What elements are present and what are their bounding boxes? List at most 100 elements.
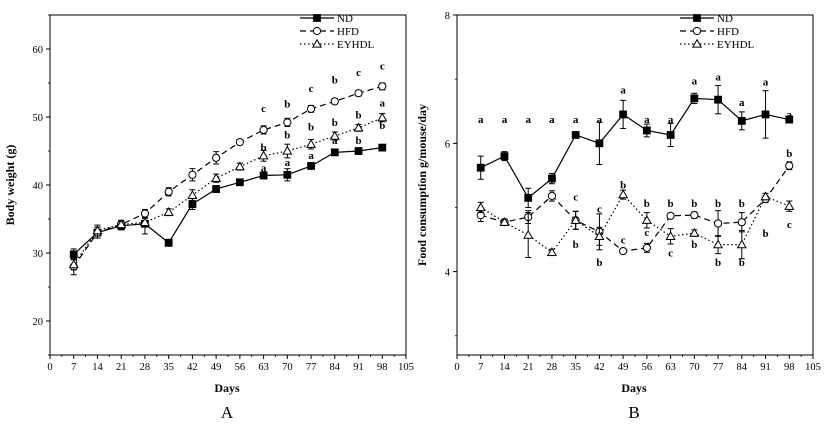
data-point — [594, 231, 605, 240]
data-point — [571, 131, 580, 139]
x-tick-label: 7 — [478, 362, 483, 373]
plot-frame — [456, 14, 814, 356]
data-point — [329, 130, 340, 140]
series-nd — [69, 143, 387, 261]
data-point — [311, 38, 323, 48]
x-axis-title: Days — [621, 381, 647, 395]
x-tick-label: 63 — [258, 362, 269, 373]
significance-label: a — [644, 114, 650, 126]
panel-label: A — [221, 403, 234, 422]
y-tick-label: 50 — [33, 113, 44, 124]
x-tick-label: 42 — [187, 362, 198, 373]
significance-label: a — [502, 114, 508, 126]
significance-label: a — [573, 114, 579, 126]
data-point — [235, 178, 244, 187]
data-point — [642, 126, 651, 135]
significance-label: b — [261, 142, 267, 154]
significance-label: c — [380, 60, 385, 72]
x-tick-label: 84 — [737, 362, 748, 373]
x-tick-label: 63 — [665, 362, 676, 373]
significance-label: a — [692, 75, 698, 87]
data-point — [619, 246, 628, 256]
data-point — [666, 131, 675, 139]
x-tick-label: 105 — [398, 362, 414, 373]
significance-label: a — [739, 97, 745, 109]
significance-label: a — [597, 114, 603, 126]
significance-label: b — [284, 98, 290, 110]
significance-label: b — [739, 198, 745, 210]
panel-label: B — [628, 403, 639, 422]
data-point — [499, 216, 510, 226]
data-point — [641, 215, 652, 224]
data-point — [619, 110, 628, 119]
significance-label: c — [787, 219, 792, 231]
data-point — [283, 118, 292, 127]
data-point — [188, 200, 197, 208]
data-point — [642, 243, 651, 252]
significance-label: b — [332, 117, 338, 129]
data-point — [690, 211, 699, 220]
data-point — [259, 171, 268, 180]
data-point — [737, 218, 746, 227]
y-axis-title: Food consumption g/mouse/day — [415, 104, 429, 266]
data-point — [714, 95, 722, 104]
significance-label: a — [787, 109, 793, 121]
data-point — [760, 191, 771, 201]
series-line — [73, 117, 383, 265]
data-point — [476, 163, 485, 172]
x-axis-title: Days — [214, 381, 240, 395]
data-point — [116, 219, 127, 229]
significance-label: b — [573, 239, 579, 251]
significance-label: b — [308, 122, 314, 134]
data-point — [689, 227, 700, 237]
significance-label: b — [332, 75, 338, 87]
data-point — [92, 225, 103, 235]
data-point — [313, 14, 321, 22]
data-point — [188, 170, 197, 179]
significance-label: b — [379, 120, 385, 132]
food-consumption-chart: 0 7 14 21 28 35 42 49 56 63 70 77 84 91 98 105 4 6 8 a a a a… — [415, 11, 821, 422]
x-tick-label: 28 — [140, 362, 151, 373]
x-tick-label: 21 — [116, 362, 127, 373]
x-tick-label: 28 — [547, 362, 558, 373]
significance-label: c — [356, 67, 361, 79]
x-tick-label: 98 — [377, 362, 388, 373]
series-nd — [476, 85, 794, 208]
data-point — [307, 162, 315, 170]
data-point — [212, 185, 221, 193]
y-tick-label: 8 — [445, 11, 450, 22]
x-tick-label: 14 — [92, 362, 103, 373]
significance-label: b — [284, 130, 290, 142]
series-eyhdl — [475, 189, 795, 260]
x-tick-label: 91 — [353, 362, 364, 373]
data-point — [354, 147, 363, 155]
data-point — [353, 122, 364, 132]
significance-label: a — [332, 135, 338, 147]
data-point — [354, 89, 363, 98]
legend-label: ND — [337, 13, 353, 25]
data-point — [378, 143, 387, 152]
data-point — [761, 110, 770, 119]
x-tick-label: 35 — [570, 362, 581, 373]
data-point — [692, 26, 702, 36]
significance-label: c — [668, 247, 673, 259]
series-hfd — [476, 161, 794, 256]
data-point — [546, 247, 557, 257]
data-point — [330, 97, 339, 106]
data-point — [666, 211, 675, 220]
data-point — [306, 138, 317, 148]
x-tick-label: 49 — [211, 362, 222, 373]
x-tick-label: 42 — [594, 362, 605, 373]
data-point — [691, 38, 703, 48]
data-point — [306, 104, 316, 113]
data-point — [377, 112, 388, 122]
x-tick-label: 91 — [760, 362, 771, 373]
significance-label: c — [261, 103, 266, 115]
data-point — [68, 259, 79, 269]
significance-label: b — [762, 228, 768, 240]
x-tick-label: 49 — [618, 362, 629, 373]
data-point — [140, 209, 150, 218]
significance-label: c — [573, 192, 578, 204]
x-tick-label: 84 — [330, 362, 341, 373]
